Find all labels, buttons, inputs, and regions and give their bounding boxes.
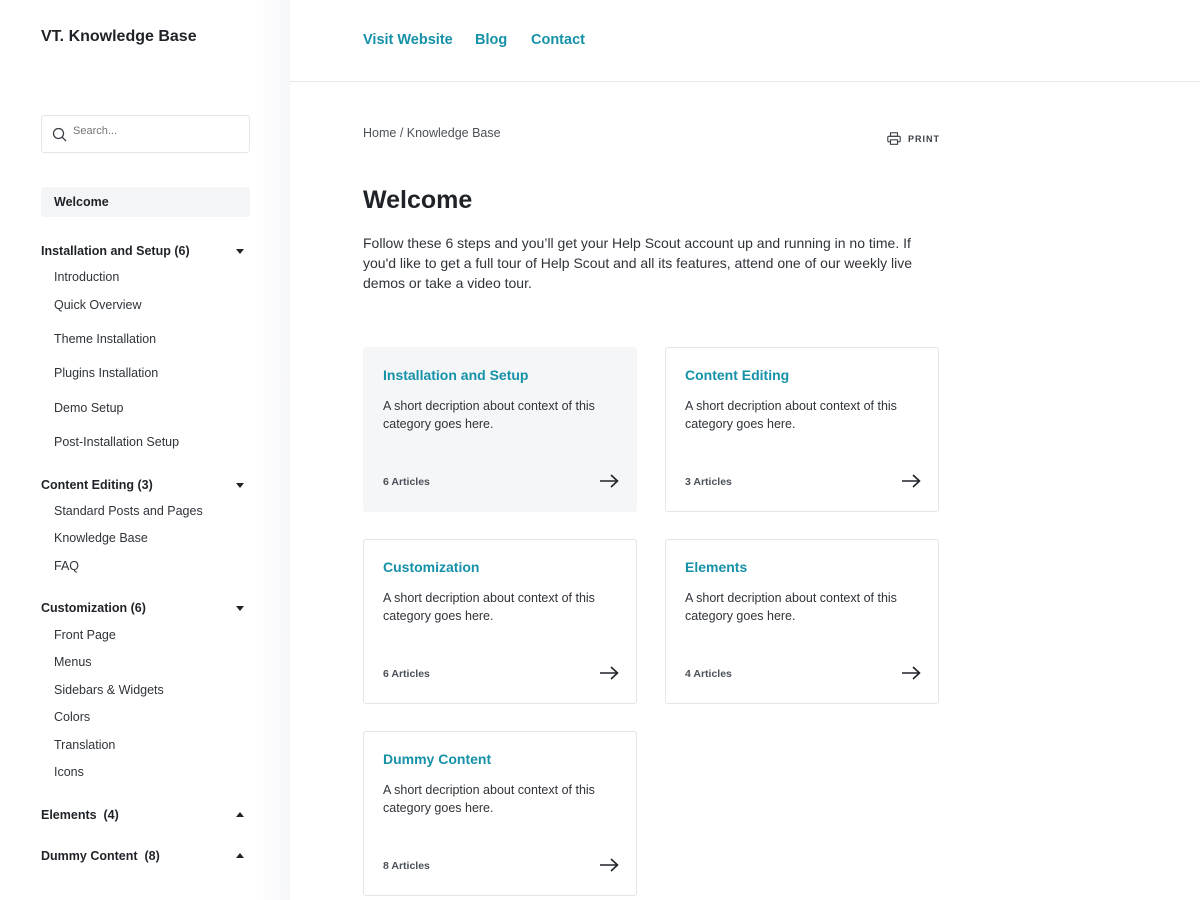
breadcrumb[interactable]: Home / Knowledge Base — [363, 126, 501, 140]
intro-text: Follow these 6 steps and you’ll get your… — [363, 235, 912, 291]
sidebar-item[interactable]: Knowledge Base — [54, 531, 148, 545]
sidebar-item[interactable]: Theme Installation — [54, 332, 157, 346]
sidebar-item-welcome[interactable]: Welcome — [41, 187, 250, 217]
sidebar-item[interactable]: Translation — [54, 738, 116, 752]
sidebar-item[interactable]: Icons — [54, 765, 84, 779]
arrow-right-icon[interactable] — [599, 474, 619, 488]
category-card[interactable]: Dummy Content A short decription about c… — [363, 731, 637, 896]
sidebar-item[interactable]: FAQ — [54, 559, 80, 573]
article-count: 3 Articles — [685, 476, 732, 488]
sidebar-group-elements[interactable]: Elements (4) — [41, 808, 250, 824]
category-card[interactable]: Installation and Setup A short decriptio… — [363, 347, 637, 512]
caret-down-icon[interactable] — [236, 249, 244, 254]
group-label: Dummy Content (8) — [41, 849, 160, 863]
sidebar-group-installation[interactable]: Installation and Setup (6) — [41, 244, 250, 260]
category-card[interactable]: Content Editing A short decription about… — [665, 347, 939, 512]
nav-contact[interactable]: Contact — [531, 32, 585, 48]
sidebar-item[interactable]: Sidebars & Widgets — [54, 683, 164, 697]
article-count: 8 Articles — [383, 860, 430, 872]
sidebar-group-customization[interactable]: Customization (6) — [41, 601, 250, 617]
sidebar-item[interactable]: Menus — [54, 655, 92, 669]
category-card[interactable]: Customization A short decription about c… — [363, 539, 637, 704]
arrow-right-icon[interactable] — [599, 858, 619, 872]
card-title[interactable]: Elements — [685, 559, 748, 575]
card-title[interactable]: Dummy Content — [383, 751, 492, 767]
caret-up-icon[interactable] — [236, 853, 244, 858]
search-icon — [52, 127, 67, 142]
caret-down-icon[interactable] — [236, 606, 244, 611]
group-label: Installation and Setup (6) — [41, 244, 190, 258]
printer-icon — [887, 132, 901, 145]
sidebar-item[interactable]: Standard Posts and Pages — [54, 504, 203, 518]
article-count: 6 Articles — [383, 668, 430, 680]
header-divider — [290, 81, 1200, 82]
caret-up-icon[interactable] — [236, 812, 244, 817]
arrow-right-icon[interactable] — [599, 666, 619, 680]
group-label: Elements (4) — [41, 808, 119, 822]
site-logo[interactable]: VT. Knowledge Base — [41, 28, 197, 45]
sidebar-item[interactable]: Front Page — [54, 628, 116, 642]
card-description: A short decription about context of this… — [383, 591, 595, 623]
sidebar-group-dummy-content[interactable]: Dummy Content (8) — [41, 849, 250, 865]
search-input[interactable] — [73, 125, 233, 137]
arrow-right-icon[interactable] — [901, 666, 921, 680]
sidebar-item[interactable]: Introduction — [54, 270, 120, 284]
group-label: Content Editing (3) — [41, 478, 153, 492]
card-description: A short decription about context of this… — [383, 783, 595, 815]
search-box[interactable] — [41, 115, 250, 153]
sidebar-item[interactable]: Demo Setup — [54, 401, 124, 415]
nav-blog[interactable]: Blog — [475, 32, 508, 48]
page-title: Welcome — [363, 186, 473, 214]
sidebar-item[interactable]: Quick Overview — [54, 298, 142, 312]
caret-down-icon[interactable] — [236, 483, 244, 488]
sidebar-item[interactable]: Plugins Installation — [54, 366, 159, 380]
sidebar: VT. Knowledge Base Welcome Installation … — [0, 0, 290, 900]
nav-visit-website[interactable]: Visit Website — [363, 32, 453, 48]
print-label: PRINT — [908, 133, 940, 144]
card-description: A short decription about context of this… — [685, 399, 897, 431]
card-description: A short decription about context of this… — [383, 399, 595, 431]
card-title[interactable]: Installation and Setup — [383, 367, 529, 383]
category-card[interactable]: Elements A short decription about contex… — [665, 539, 939, 704]
sidebar-item[interactable]: Post-Installation Setup — [54, 435, 180, 449]
article-count: 6 Articles — [383, 476, 430, 488]
card-title[interactable]: Content Editing — [685, 367, 790, 383]
card-title[interactable]: Customization — [383, 559, 480, 575]
sidebar-group-content-editing[interactable]: Content Editing (3) — [41, 478, 250, 494]
print-button[interactable]: PRINT — [887, 132, 940, 145]
group-label: Customization (6) — [41, 601, 146, 615]
arrow-right-icon[interactable] — [901, 474, 921, 488]
sidebar-item[interactable]: Colors — [54, 710, 91, 724]
card-description: A short decription about context of this… — [685, 591, 897, 623]
article-count: 4 Articles — [685, 668, 732, 680]
